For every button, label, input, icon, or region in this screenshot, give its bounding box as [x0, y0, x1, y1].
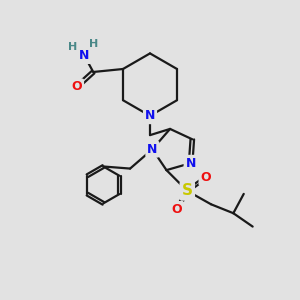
Text: N: N: [147, 143, 158, 156]
Text: S: S: [182, 183, 193, 198]
Text: N: N: [145, 109, 155, 122]
Text: H: H: [89, 39, 98, 49]
Text: N: N: [79, 49, 89, 62]
Text: O: O: [172, 203, 182, 216]
Text: O: O: [200, 171, 211, 184]
Text: N: N: [185, 157, 196, 170]
Text: O: O: [72, 80, 82, 93]
Text: H: H: [68, 42, 78, 52]
